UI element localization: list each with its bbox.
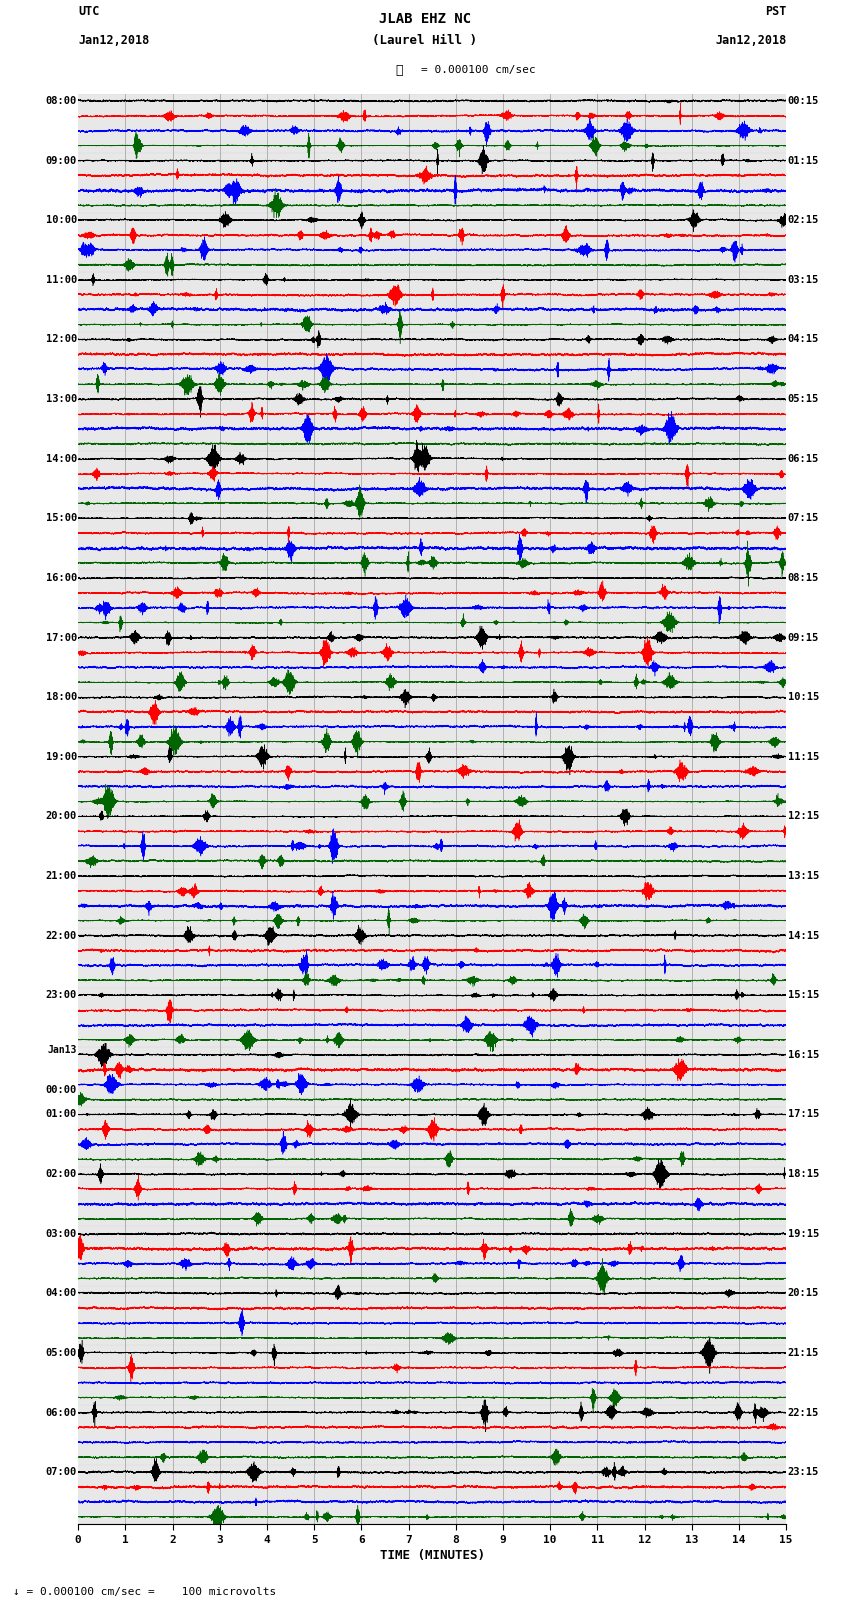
Text: 08:15: 08:15 — [788, 573, 819, 582]
Text: 00:00: 00:00 — [46, 1084, 76, 1095]
Text: 11:15: 11:15 — [788, 752, 819, 761]
Text: 15:00: 15:00 — [46, 513, 76, 523]
Text: 13:00: 13:00 — [46, 394, 76, 405]
Text: 05:00: 05:00 — [46, 1348, 76, 1358]
Text: Jan13: Jan13 — [48, 1045, 76, 1055]
Text: 07:15: 07:15 — [788, 513, 819, 523]
Text: UTC: UTC — [78, 5, 99, 18]
Text: 07:00: 07:00 — [46, 1468, 76, 1478]
Text: Jan12,2018: Jan12,2018 — [78, 34, 150, 47]
Text: 02:15: 02:15 — [788, 215, 819, 226]
Text: 10:00: 10:00 — [46, 215, 76, 226]
Text: 15:15: 15:15 — [788, 990, 819, 1000]
Text: 13:15: 13:15 — [788, 871, 819, 881]
Text: 14:00: 14:00 — [46, 453, 76, 463]
X-axis label: TIME (MINUTES): TIME (MINUTES) — [380, 1548, 484, 1561]
Text: 06:00: 06:00 — [46, 1408, 76, 1418]
Text: 19:15: 19:15 — [788, 1229, 819, 1239]
Text: 05:15: 05:15 — [788, 394, 819, 405]
Text: 17:15: 17:15 — [788, 1110, 819, 1119]
Text: 21:15: 21:15 — [788, 1348, 819, 1358]
Text: 16:15: 16:15 — [788, 1050, 819, 1060]
Text: 01:00: 01:00 — [46, 1110, 76, 1119]
Text: ↓ = 0.000100 cm/sec =    100 microvolts: ↓ = 0.000100 cm/sec = 100 microvolts — [13, 1587, 276, 1597]
Text: 09:00: 09:00 — [46, 155, 76, 166]
Text: 16:00: 16:00 — [46, 573, 76, 582]
Text: 12:15: 12:15 — [788, 811, 819, 821]
Text: 20:00: 20:00 — [46, 811, 76, 821]
Text: Jan12,2018: Jan12,2018 — [715, 34, 786, 47]
Text: 22:00: 22:00 — [46, 931, 76, 940]
Text: (Laurel Hill ): (Laurel Hill ) — [372, 34, 478, 47]
Text: 23:00: 23:00 — [46, 990, 76, 1000]
Text: ⎸: ⎸ — [396, 63, 403, 77]
Text: 17:00: 17:00 — [46, 632, 76, 642]
Text: 14:15: 14:15 — [788, 931, 819, 940]
Text: 10:15: 10:15 — [788, 692, 819, 702]
Text: 21:00: 21:00 — [46, 871, 76, 881]
Text: 18:00: 18:00 — [46, 692, 76, 702]
Text: 19:00: 19:00 — [46, 752, 76, 761]
Text: 03:00: 03:00 — [46, 1229, 76, 1239]
Text: 11:00: 11:00 — [46, 274, 76, 286]
Text: PST: PST — [765, 5, 786, 18]
Text: 00:15: 00:15 — [788, 97, 819, 106]
Text: 18:15: 18:15 — [788, 1169, 819, 1179]
Text: 12:00: 12:00 — [46, 334, 76, 345]
Text: 04:15: 04:15 — [788, 334, 819, 345]
Text: JLAB EHZ NC: JLAB EHZ NC — [379, 13, 471, 26]
Text: 02:00: 02:00 — [46, 1169, 76, 1179]
Text: = 0.000100 cm/sec: = 0.000100 cm/sec — [421, 65, 536, 76]
Text: 01:15: 01:15 — [788, 155, 819, 166]
Text: 08:00: 08:00 — [46, 97, 76, 106]
Text: 22:15: 22:15 — [788, 1408, 819, 1418]
Text: 09:15: 09:15 — [788, 632, 819, 642]
Text: 06:15: 06:15 — [788, 453, 819, 463]
Text: 23:15: 23:15 — [788, 1468, 819, 1478]
Text: 20:15: 20:15 — [788, 1289, 819, 1298]
Text: 03:15: 03:15 — [788, 274, 819, 286]
Text: 04:00: 04:00 — [46, 1289, 76, 1298]
